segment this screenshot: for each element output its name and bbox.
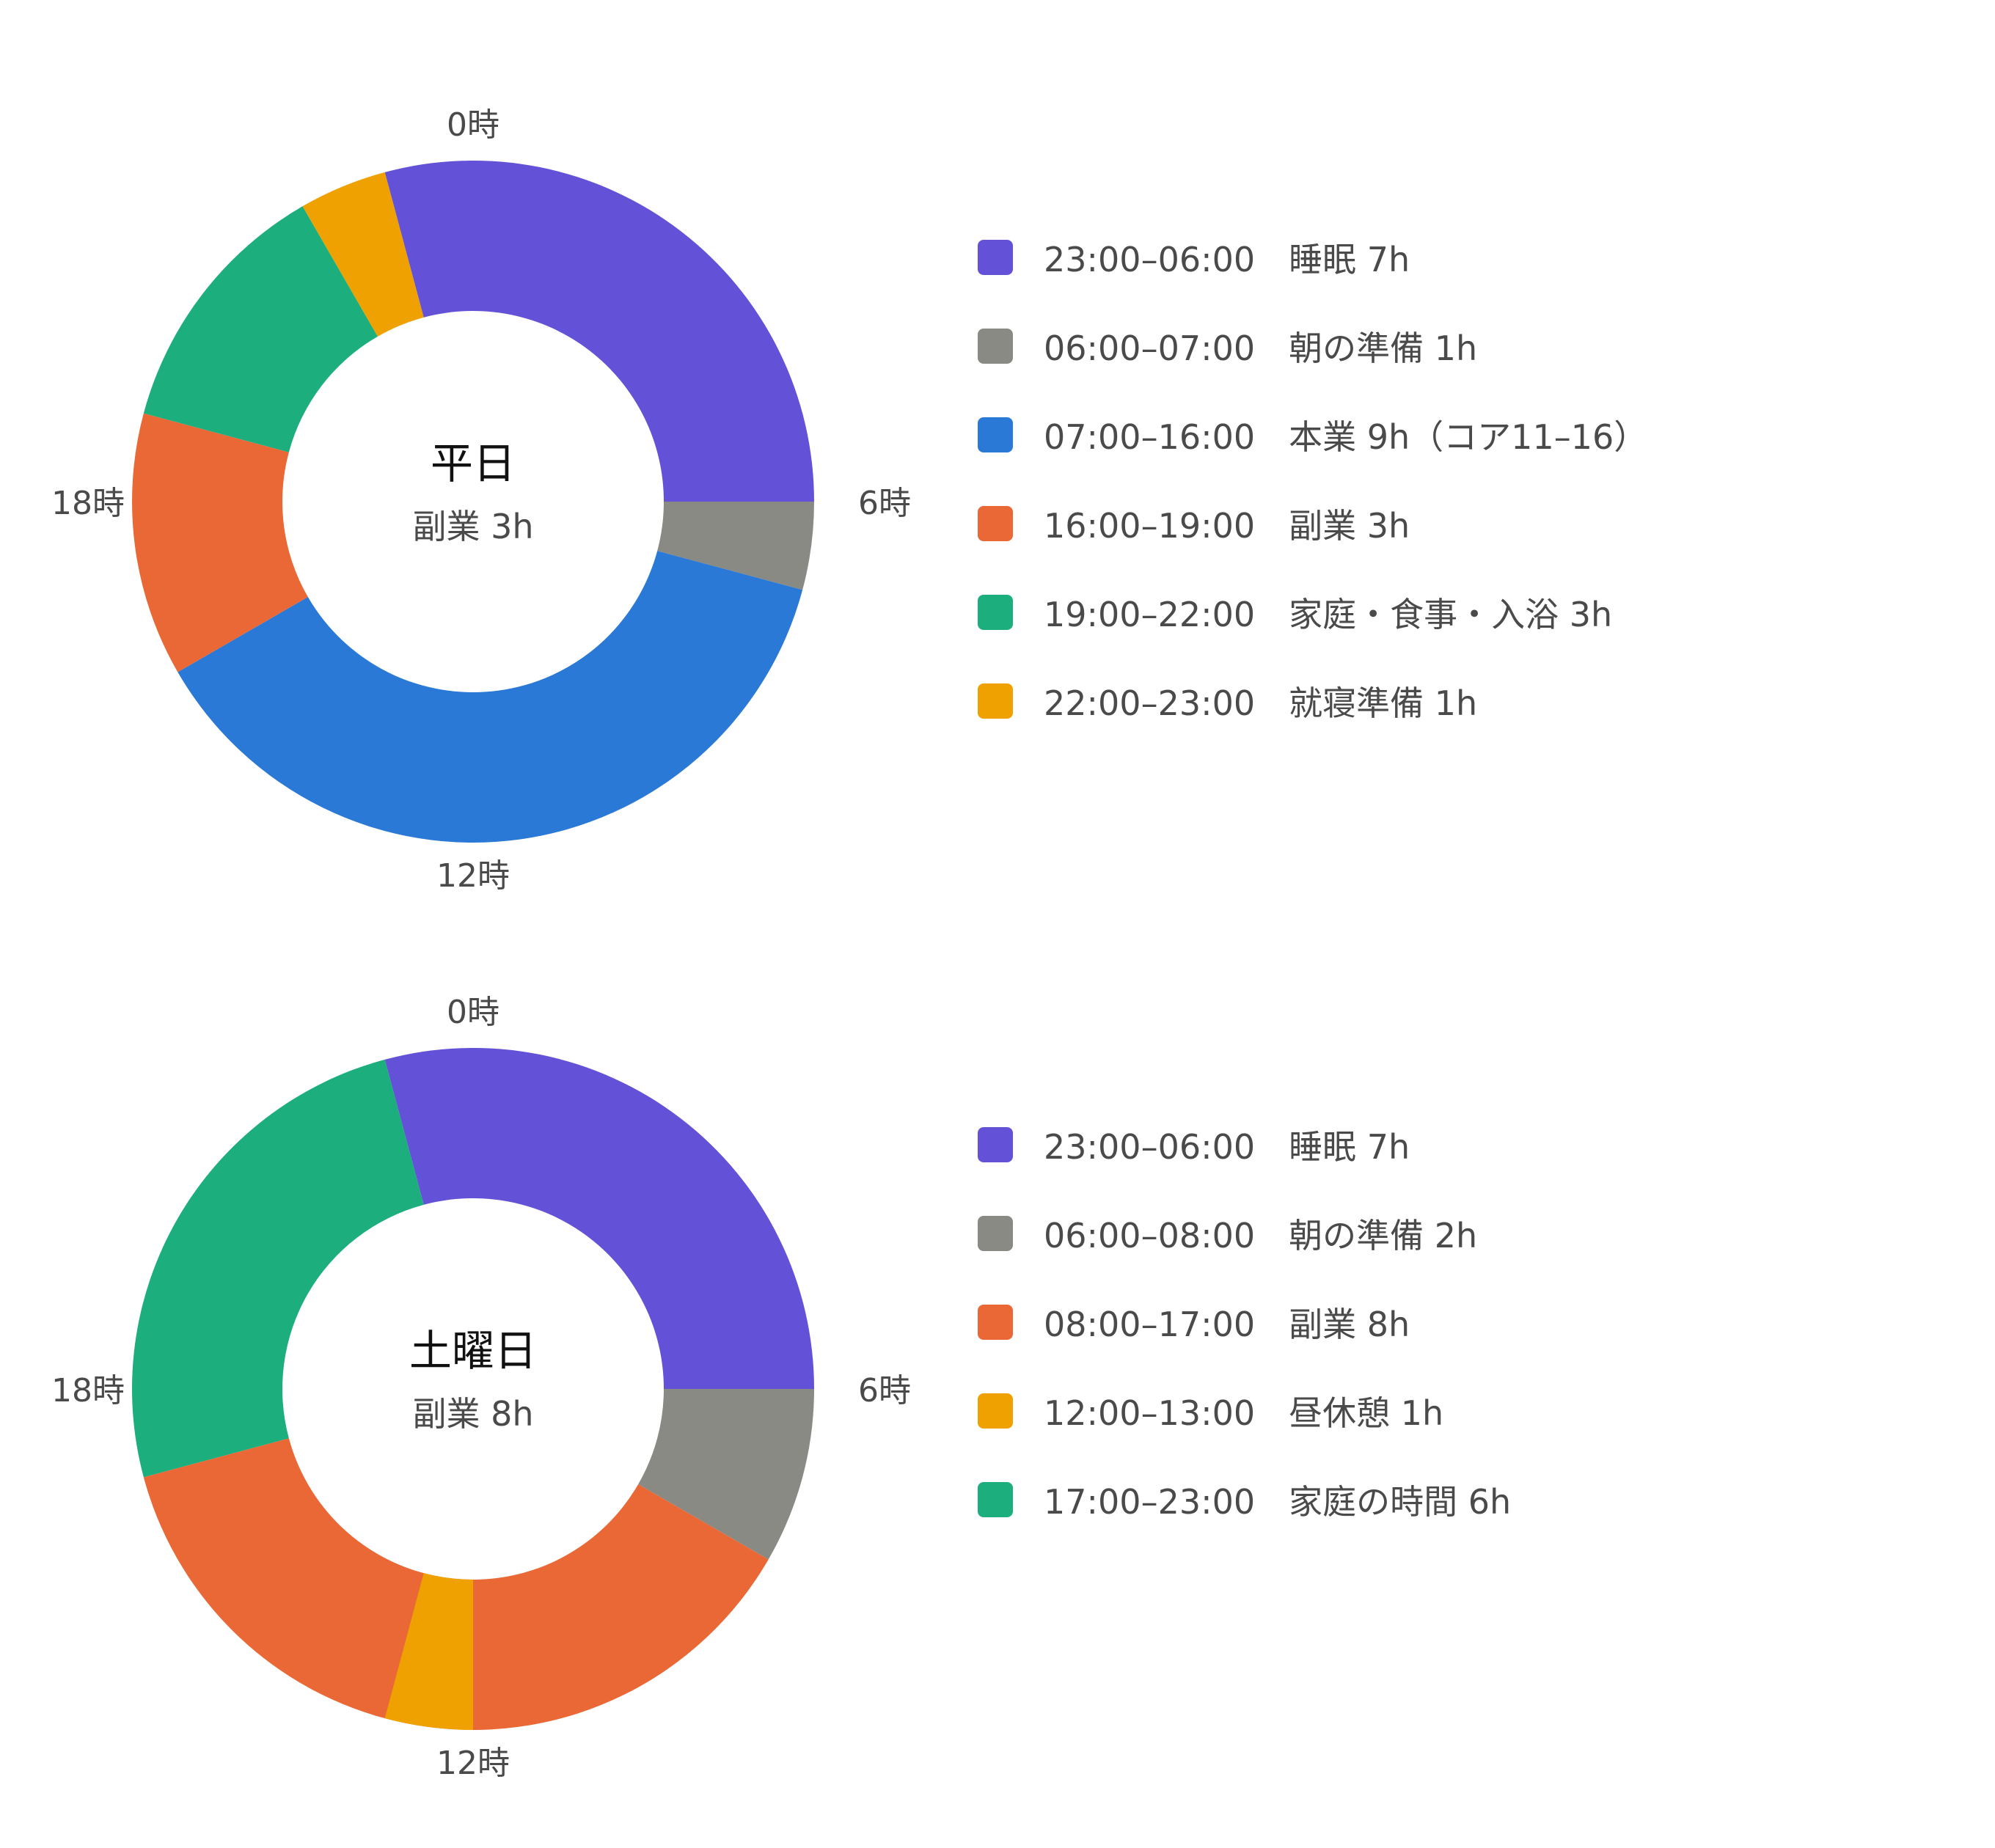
saturday-schedule-panel: 0時 6時 12時 18時 土曜日 副業 8h 23:00–06:00 睡眠 7…: [0, 887, 1995, 1782]
legend-label: 12:00–13:00 昼休憩 1h: [1044, 1393, 1444, 1433]
weekday-donut-chart: 0時 6時 12時 18時 平日 副業 3h: [51, 106, 911, 895]
legend-item: 08:00–17:00 副業 8h: [978, 1277, 1511, 1366]
donut-center-title: 土曜日: [409, 1326, 537, 1376]
clock-label-12h: 12時: [436, 1745, 510, 1782]
clock-label-0h: 0時: [447, 994, 499, 1031]
legend-swatch: [978, 683, 1013, 719]
legend-item: 19:00–22:00 家庭・食事・入浴 3h: [978, 568, 1647, 656]
legend-swatch: [978, 1393, 1013, 1429]
donut-slice-3: [384, 1573, 473, 1730]
weekday-slices: [131, 160, 814, 843]
legend-swatch: [978, 1304, 1013, 1340]
legend-item: 06:00–07:00 朝の準備 1h: [978, 301, 1647, 390]
legend-swatch: [978, 328, 1013, 364]
legend-label: 23:00–06:00 睡眠 7h: [1044, 239, 1410, 279]
legend-item: 06:00–08:00 朝の準備 2h: [978, 1189, 1511, 1277]
legend-item: 16:00–19:00 副業 3h: [978, 479, 1647, 568]
legend-item: 23:00–06:00 睡眠 7h: [978, 213, 1647, 301]
legend-swatch: [978, 1481, 1013, 1517]
donut-slice-4: [143, 206, 378, 452]
legend-label: 17:00–23:00 家庭の時間 6h: [1044, 1481, 1512, 1522]
legend-item: 23:00–06:00 睡眠 7h: [978, 1100, 1511, 1189]
donut-slice-4: [131, 1059, 424, 1478]
donut-slice-1: [657, 502, 814, 590]
legend-label: 19:00–22:00 家庭・食事・入浴 3h: [1044, 594, 1613, 634]
donut-slice-3: [131, 413, 308, 672]
donut-slice-1: [638, 1389, 814, 1560]
donut-slice-0: [384, 160, 814, 502]
legend-item: 07:00–16:00 本業 9h（コア11–16）: [978, 390, 1647, 479]
legend-label: 22:00–23:00 就寝準備 1h: [1044, 683, 1478, 723]
donut-center-subtitle: 副業 3h: [412, 507, 533, 546]
legend-swatch: [978, 417, 1013, 452]
legend-swatch: [978, 239, 1013, 275]
legend-label: 16:00–19:00 副業 3h: [1044, 505, 1410, 546]
legend-label: 08:00–17:00 副業 8h: [1044, 1304, 1410, 1344]
legend-label: 23:00–06:00 睡眠 7h: [1044, 1126, 1410, 1167]
weekday-legend: 23:00–06:00 睡眠 7h 06:00–07:00 朝の準備 1h 07:0…: [978, 213, 1647, 745]
legend-label: 06:00–07:00 朝の準備 1h: [1044, 328, 1478, 368]
donut-slice-2: [177, 551, 803, 843]
legend-swatch: [978, 505, 1013, 541]
donut-slice-5: [302, 172, 424, 337]
clock-label-18h: 18時: [51, 485, 125, 522]
legend-item: 22:00–23:00 就寝準備 1h: [978, 656, 1647, 745]
legend-swatch: [978, 1126, 1013, 1162]
legend-label: 07:00–16:00 本業 9h（コア11–16）: [1044, 417, 1648, 457]
clock-label-18h: 18時: [51, 1372, 125, 1409]
saturday-legend: 23:00–06:00 睡眠 7h 06:00–08:00 朝の準備 2h 08:0…: [978, 1100, 1511, 1544]
donut-center-title: 平日: [431, 439, 516, 488]
saturday-donut-chart: 0時 6時 12時 18時 土曜日 副業 8h: [51, 994, 911, 1782]
clock-label-6h: 6時: [858, 485, 911, 522]
clock-label-0h: 0時: [447, 106, 499, 144]
legend-item: 17:00–23:00 家庭の時間 6h: [978, 1455, 1511, 1544]
clock-label-12h: 12時: [436, 857, 510, 895]
clock-label-6h: 6時: [858, 1372, 911, 1409]
donut-slice-0: [384, 1047, 814, 1389]
donut-center-subtitle: 副業 8h: [412, 1394, 533, 1434]
weekday-schedule-panel: 0時 6時 12時 18時 平日 副業 3h 23:00–06:00 睡眠 7h…: [0, 0, 1995, 895]
legend-item: 12:00–13:00 昼休憩 1h: [978, 1366, 1511, 1455]
legend-label: 06:00–08:00 朝の準備 2h: [1044, 1215, 1478, 1255]
legend-swatch: [978, 594, 1013, 630]
legend-swatch: [978, 1215, 1013, 1251]
saturday-slices: [131, 1047, 814, 1731]
